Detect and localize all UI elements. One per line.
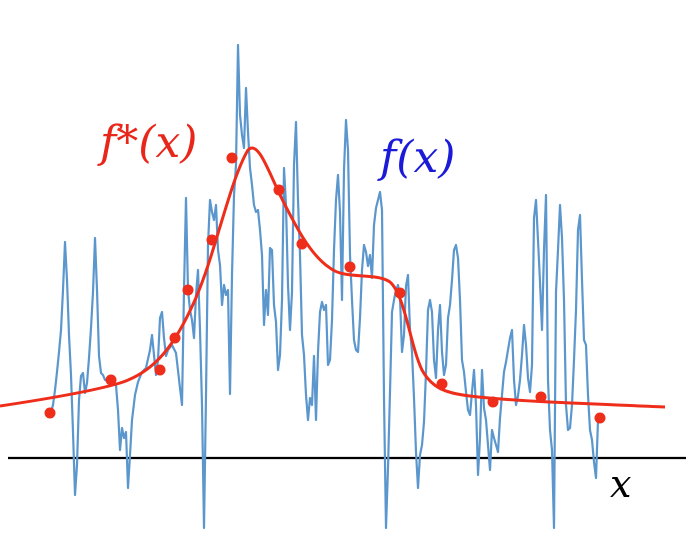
sample-point [487, 396, 499, 408]
sample-point [154, 364, 166, 376]
fitted-curve [48, 43, 600, 530]
fitted-function-label: f(x) [377, 132, 455, 183]
sample-points [44, 152, 606, 424]
sample-point [394, 287, 406, 299]
sample-point [296, 238, 308, 250]
sample-point [535, 391, 547, 403]
sample-point [226, 152, 238, 164]
sample-point [594, 412, 606, 424]
sample-point [206, 234, 218, 246]
sample-point [44, 407, 56, 419]
sample-point [273, 184, 285, 196]
sample-point [344, 261, 356, 273]
target-curve [0, 146, 666, 409]
sample-point [182, 284, 194, 296]
sample-point [105, 374, 117, 386]
sample-point [436, 378, 448, 390]
sample-point [169, 332, 181, 344]
x-axis-label: x [610, 462, 631, 506]
target-function-label: f*(x) [97, 117, 197, 168]
